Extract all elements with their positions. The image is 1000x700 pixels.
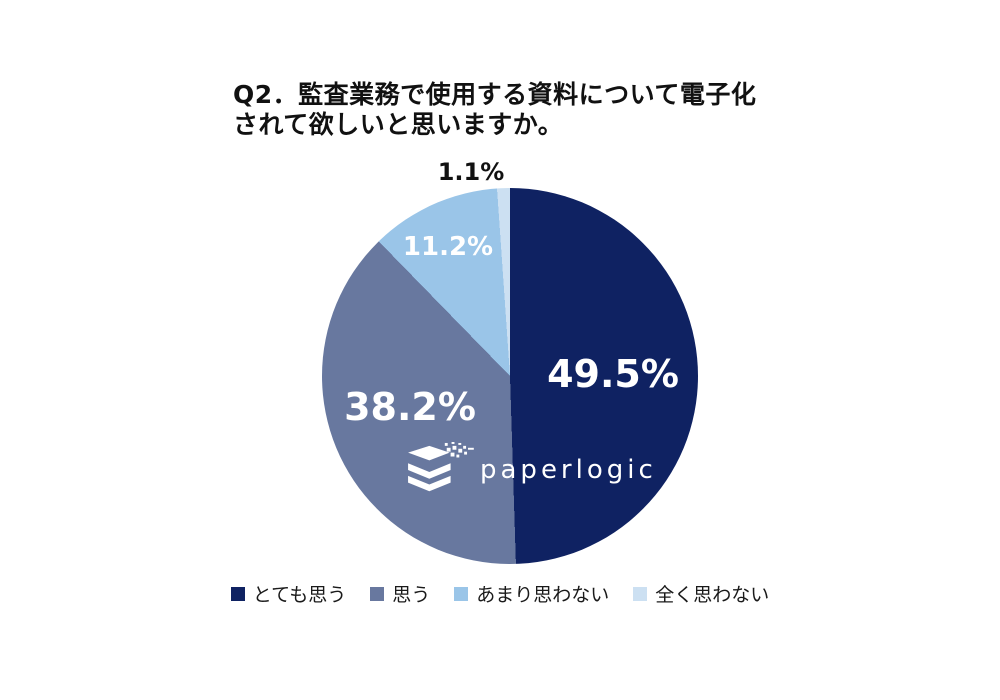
legend-label: 思う (392, 584, 431, 606)
legend-item-amari-omowanai: あまり思わない (454, 580, 609, 607)
paperlogic-wordmark: paperlogic (480, 455, 657, 485)
paperlogic-watermark: paperlogic (402, 441, 653, 501)
slice-label-mattaku-omowanai: 1.1% (437, 158, 505, 186)
legend-item-totemo-omou: とても思う (230, 580, 347, 607)
legend-item-mattaku-omowanai: 全く思わない (633, 580, 769, 607)
slice-label-totemo-omou: 49.5% (547, 352, 679, 396)
legend-swatch-totemo-omou (230, 586, 245, 601)
slice-label-amari-omowanai: 11.2% (402, 232, 494, 262)
legend-item-omou: 思う (370, 580, 430, 607)
slice-label-omou: 38.2% (344, 385, 476, 429)
pie (322, 188, 698, 564)
legend-label: とても思う (252, 584, 347, 606)
legend-label: 全く思わない (655, 584, 770, 606)
legend: とても思う 思う あまり思わない 全く思わない (0, 580, 1000, 607)
chart-title: Q2．監査業務で使用する資料について電子化 されて欲しいと思いますか。 (233, 80, 813, 140)
paperlogic-layers-icon (408, 442, 474, 492)
chart-title-line2: されて欲しいと思いますか。 (233, 110, 564, 139)
legend-swatch-mattaku-omowanai (633, 586, 648, 601)
legend-label: あまり思わない (476, 584, 610, 606)
legend-swatch-omou (370, 586, 385, 601)
chart-title-line1: Q2．監査業務で使用する資料について電子化 (233, 80, 757, 109)
legend-swatch-amari-omowanai (454, 586, 469, 601)
